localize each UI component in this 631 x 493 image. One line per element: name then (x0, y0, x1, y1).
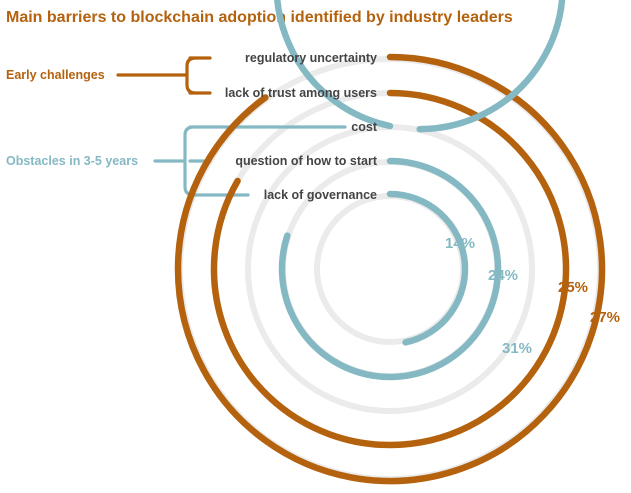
value-label: 24% (488, 267, 518, 284)
group-label-early-challenges: Early challenges (6, 68, 105, 82)
value-label: 31% (502, 340, 532, 357)
track-ring (177, 56, 603, 482)
value-arc (278, 157, 502, 381)
value-arc (174, 53, 606, 485)
value-label: 14% (445, 235, 475, 252)
category-label: question of how to start (235, 154, 377, 168)
group-label-obstacles: Obstacles in 3-5 years (6, 154, 138, 168)
value-arc (210, 89, 570, 449)
value-label: 27% (590, 309, 620, 326)
category-label: cost (351, 120, 378, 134)
bracket-early-challenges (116, 56, 212, 95)
category-label: regulatory uncertainty (245, 51, 377, 65)
value-arc (386, 190, 469, 346)
chart-title: Main barriers to blockchain adoption ide… (6, 9, 513, 26)
value-label: 25% (558, 279, 588, 296)
category-label: lack of trust among users (225, 86, 377, 100)
value-arc (274, 0, 566, 133)
bracket-obstacles (153, 125, 347, 197)
category-label: lack of governance (264, 188, 377, 202)
